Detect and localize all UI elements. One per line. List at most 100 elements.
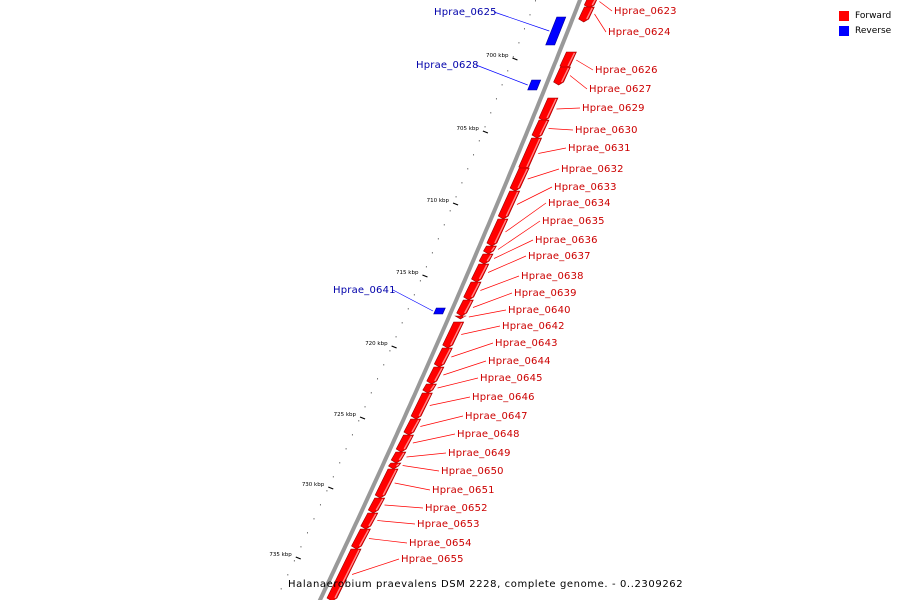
gene-label-group[interactable]: Hprae_0648 <box>412 429 520 444</box>
gene-label[interactable]: Hprae_0639 <box>514 288 577 299</box>
forward-gene[interactable] <box>454 315 467 320</box>
gene-label-group[interactable]: Hprae_0639 <box>472 288 577 308</box>
forward-gene[interactable] <box>422 383 437 394</box>
reverse-gene[interactable] <box>433 307 446 315</box>
gene-label-group[interactable]: Hprae_0642 <box>461 321 565 335</box>
gene-label[interactable]: Hprae_0640 <box>508 305 571 316</box>
gene-label[interactable]: Hprae_0654 <box>409 538 472 549</box>
gene-glyph[interactable] <box>545 16 567 46</box>
forward-gene[interactable] <box>486 218 509 247</box>
gene-label-group[interactable]: Hprae_0649 <box>406 448 511 459</box>
gene-label-group[interactable]: Hprae_0653 <box>377 519 480 530</box>
gene-label[interactable]: Hprae_0633 <box>554 182 617 193</box>
gene-label-group[interactable]: Hprae_0654 <box>368 538 472 549</box>
gene-label[interactable]: Hprae_0652 <box>425 503 488 514</box>
gene-label-group[interactable]: Hprae_0633 <box>516 182 617 205</box>
forward-gene[interactable] <box>367 497 386 514</box>
forward-gene[interactable] <box>553 66 571 86</box>
gene-label[interactable]: Hprae_0643 <box>495 338 558 349</box>
gene-label-group[interactable]: Hprae_0644 <box>443 356 551 376</box>
gene-label[interactable]: Hprae_0634 <box>548 198 611 209</box>
gene-label-group[interactable]: Hprae_0652 <box>384 503 488 514</box>
gene-label-group[interactable]: Hprae_0641 <box>333 285 434 312</box>
forward-gene[interactable] <box>360 512 379 530</box>
gene-label[interactable]: Hprae_0641 <box>333 285 396 296</box>
gene-label[interactable]: Hprae_0653 <box>417 519 480 530</box>
forward-gene[interactable] <box>471 263 490 283</box>
gene-label-group[interactable]: Hprae_0646 <box>429 392 535 406</box>
gene-glyph[interactable] <box>388 462 402 470</box>
gene-label-group[interactable]: Hprae_0625 <box>434 7 550 32</box>
gene-label-group[interactable]: Hprae_0626 <box>576 59 658 76</box>
reverse-gene[interactable] <box>545 16 567 46</box>
forward-gene[interactable] <box>483 245 497 255</box>
gene-label[interactable]: Hprae_0635 <box>542 216 605 227</box>
gene-label[interactable]: Hprae_0626 <box>595 65 658 76</box>
gene-label-group[interactable]: Hprae_0634 <box>505 198 611 233</box>
gene-label-group[interactable]: Hprae_0636 <box>493 235 598 259</box>
forward-gene[interactable] <box>478 253 494 265</box>
forward-gene[interactable] <box>559 51 577 70</box>
gene-label[interactable]: Hprae_0655 <box>401 554 464 565</box>
gene-label[interactable]: Hprae_0630 <box>575 125 638 136</box>
forward-gene[interactable] <box>497 190 521 220</box>
gene-label-group[interactable]: Hprae_0651 <box>394 482 495 496</box>
forward-gene[interactable] <box>463 281 482 301</box>
forward-gene[interactable] <box>433 347 453 368</box>
gene-label-group[interactable]: Hprae_0632 <box>527 164 624 180</box>
gene-label[interactable]: Hprae_0637 <box>528 251 591 262</box>
gene-label[interactable]: Hprae_0631 <box>568 143 631 154</box>
gene-label[interactable]: Hprae_0624 <box>608 27 671 38</box>
gene-label-group[interactable]: Hprae_0645 <box>437 373 543 389</box>
forward-gene[interactable] <box>410 392 433 420</box>
gene-label[interactable]: Hprae_0625 <box>434 7 497 18</box>
gene-label-group[interactable]: Hprae_0643 <box>451 338 558 358</box>
forward-gene[interactable] <box>374 468 399 499</box>
gene-label[interactable]: Hprae_0628 <box>416 60 479 71</box>
gene-label[interactable]: Hprae_0644 <box>488 356 551 367</box>
gene-glyph[interactable] <box>527 79 542 91</box>
gene-label[interactable]: Hprae_0651 <box>432 485 495 496</box>
gene-label-group[interactable]: Hprae_0640 <box>468 305 571 318</box>
gene-label-group[interactable]: Hprae_0630 <box>548 125 638 136</box>
gene-label-group[interactable]: Hprae_0638 <box>480 271 584 291</box>
gene-label-group[interactable]: Hprae_0635 <box>497 216 605 250</box>
gene-label-group[interactable]: Hprae_0629 <box>556 103 645 114</box>
gene-label-group[interactable]: Hprae_0623 <box>599 1 677 18</box>
forward-gene[interactable] <box>583 0 598 9</box>
gene-label-group[interactable]: Hprae_0628 <box>416 60 528 86</box>
gene-label-group[interactable]: Hprae_0624 <box>594 13 671 38</box>
gene-label-group[interactable]: Hprae_0637 <box>487 251 591 273</box>
gene-label[interactable]: Hprae_0632 <box>561 164 624 175</box>
gene-label[interactable]: Hprae_0638 <box>521 271 584 282</box>
gene-glyph[interactable] <box>433 307 446 315</box>
forward-gene[interactable] <box>442 321 465 349</box>
forward-gene[interactable] <box>390 451 407 464</box>
gene-label-group[interactable]: Hprae_0647 <box>420 411 528 427</box>
gene-label[interactable]: Hprae_0646 <box>472 392 535 403</box>
forward-gene[interactable] <box>426 366 445 385</box>
gene-label[interactable]: Hprae_0647 <box>465 411 528 422</box>
gene-label[interactable]: Hprae_0649 <box>448 448 511 459</box>
forward-gene[interactable] <box>509 167 530 192</box>
forward-gene[interactable] <box>456 299 474 317</box>
forward-gene[interactable] <box>531 119 550 139</box>
gene-label[interactable]: Hprae_0642 <box>502 321 565 332</box>
gene-label-group[interactable]: Hprae_0650 <box>402 465 504 478</box>
forward-gene[interactable] <box>351 528 371 550</box>
gene-label[interactable]: Hprae_0645 <box>480 373 543 384</box>
gene-label[interactable]: Hprae_0629 <box>582 103 645 114</box>
forward-gene[interactable] <box>395 434 414 453</box>
gene-label-group[interactable]: Hprae_0655 <box>351 554 464 575</box>
gene-label-group[interactable]: Hprae_0631 <box>538 143 631 154</box>
gene-label-group[interactable]: Hprae_0627 <box>569 75 652 96</box>
forward-gene[interactable] <box>388 462 402 470</box>
gene-label[interactable]: Hprae_0648 <box>457 429 520 440</box>
forward-gene[interactable] <box>538 97 559 122</box>
reverse-gene[interactable] <box>527 79 542 91</box>
gene-label[interactable]: Hprae_0650 <box>441 466 504 477</box>
forward-gene[interactable] <box>578 6 595 23</box>
forward-gene[interactable] <box>403 418 422 436</box>
gene-label[interactable]: Hprae_0627 <box>589 84 652 95</box>
gene-label[interactable]: Hprae_0636 <box>535 235 598 246</box>
